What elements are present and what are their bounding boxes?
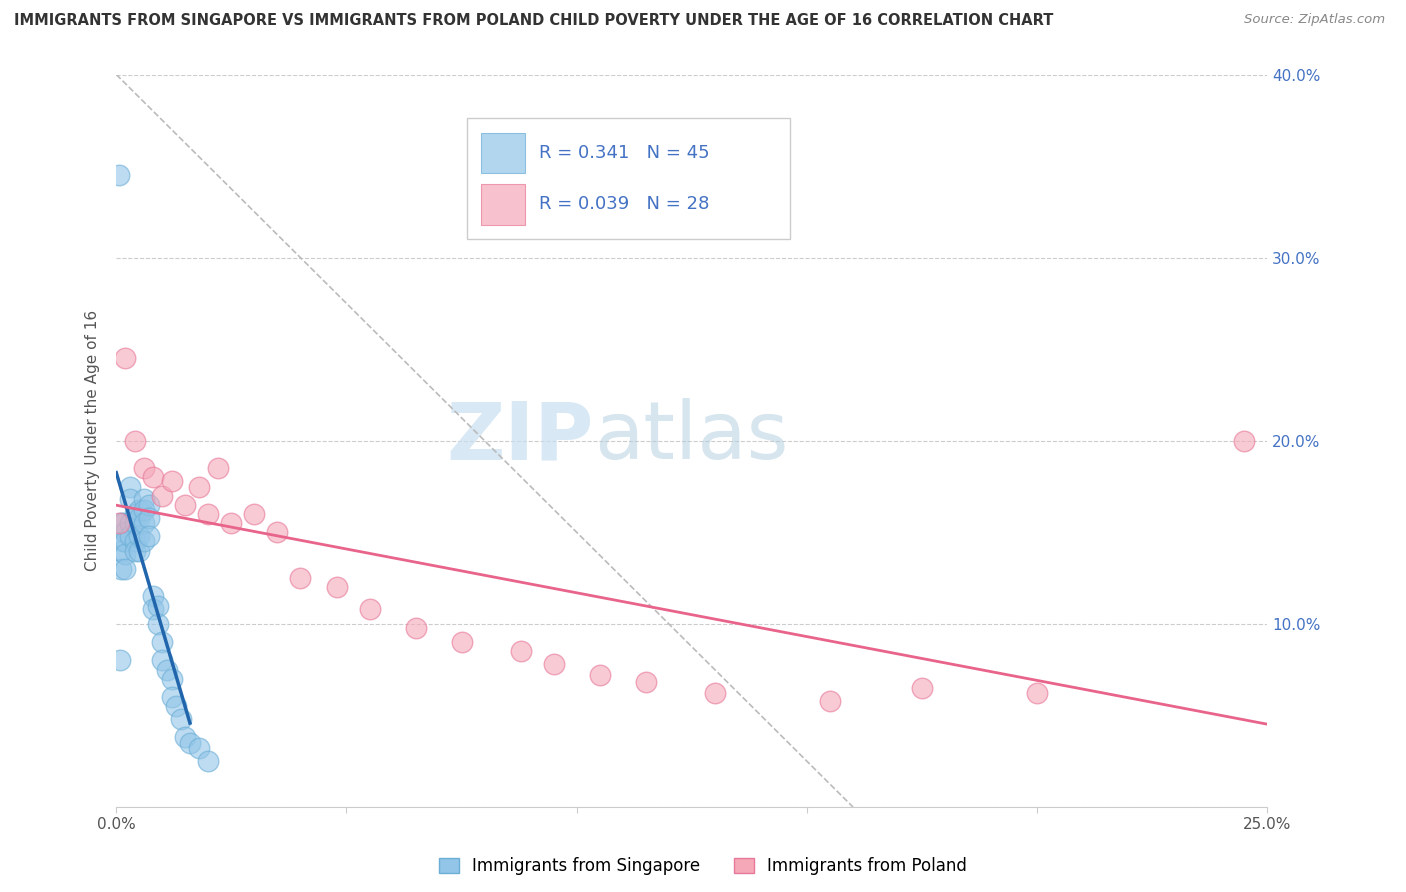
Point — [510, 644, 533, 658]
Y-axis label: Child Poverty Under the Age of 16: Child Poverty Under the Age of 16 — [86, 310, 100, 571]
Point — [128, 503, 150, 517]
Text: atlas: atlas — [593, 398, 789, 476]
Point — [132, 516, 155, 530]
Point — [110, 543, 132, 558]
Point — [124, 434, 146, 448]
Point — [197, 507, 219, 521]
Point — [165, 699, 187, 714]
Point — [124, 516, 146, 530]
Point — [114, 534, 136, 549]
Point — [589, 668, 612, 682]
Text: IMMIGRANTS FROM SINGAPORE VS IMMIGRANTS FROM POLAND CHILD POVERTY UNDER THE AGE : IMMIGRANTS FROM SINGAPORE VS IMMIGRANTS … — [14, 13, 1053, 29]
Point — [174, 731, 197, 745]
Point — [150, 635, 173, 649]
Point — [138, 529, 160, 543]
Point — [818, 694, 841, 708]
Point — [146, 616, 169, 631]
Text: R = 0.039   N = 28: R = 0.039 N = 28 — [538, 195, 709, 213]
Point — [120, 529, 142, 543]
Point — [132, 534, 155, 549]
Legend: Immigrants from Singapore, Immigrants from Poland: Immigrants from Singapore, Immigrants fr… — [430, 849, 976, 884]
Point — [160, 672, 183, 686]
Point — [543, 657, 565, 672]
Point — [290, 571, 312, 585]
Point — [128, 510, 150, 524]
Point — [142, 590, 165, 604]
Point — [107, 168, 129, 182]
Point — [128, 529, 150, 543]
Text: Source: ZipAtlas.com: Source: ZipAtlas.com — [1244, 13, 1385, 27]
Point — [221, 516, 243, 530]
Point — [114, 562, 136, 576]
Point — [207, 461, 229, 475]
Point — [197, 754, 219, 768]
Point — [150, 489, 173, 503]
Point — [128, 543, 150, 558]
Point — [142, 602, 165, 616]
Point — [156, 663, 179, 677]
Point — [160, 474, 183, 488]
Point — [1233, 434, 1256, 448]
Point — [124, 534, 146, 549]
Text: R = 0.341   N = 45: R = 0.341 N = 45 — [538, 144, 710, 161]
Point — [174, 498, 197, 512]
Point — [188, 479, 211, 493]
Point — [107, 516, 129, 530]
Point — [266, 525, 288, 540]
FancyBboxPatch shape — [481, 185, 524, 225]
Point — [114, 351, 136, 366]
Point — [132, 503, 155, 517]
FancyBboxPatch shape — [481, 133, 524, 173]
Point — [359, 602, 381, 616]
Point — [120, 492, 142, 507]
Point — [132, 461, 155, 475]
Point — [108, 653, 131, 667]
Point — [132, 492, 155, 507]
Point — [112, 516, 135, 530]
Text: ZIP: ZIP — [447, 398, 593, 476]
Point — [110, 562, 132, 576]
Point — [124, 543, 146, 558]
Point — [450, 635, 472, 649]
Point — [1026, 686, 1049, 700]
Point — [150, 653, 173, 667]
Point — [112, 534, 135, 549]
Point — [110, 516, 132, 530]
Point — [188, 741, 211, 756]
Point — [405, 621, 427, 635]
Point — [179, 736, 201, 750]
Point — [142, 470, 165, 484]
Point — [138, 498, 160, 512]
Point — [124, 507, 146, 521]
Point — [326, 580, 349, 594]
Point — [911, 681, 934, 695]
Point — [703, 686, 725, 700]
Point — [170, 712, 193, 726]
Point — [146, 599, 169, 613]
FancyBboxPatch shape — [467, 119, 790, 239]
Point — [160, 690, 183, 705]
Point — [120, 516, 142, 530]
Point — [243, 507, 266, 521]
Point — [114, 525, 136, 540]
Point — [138, 510, 160, 524]
Point — [634, 675, 657, 690]
Point — [114, 547, 136, 561]
Point — [120, 479, 142, 493]
